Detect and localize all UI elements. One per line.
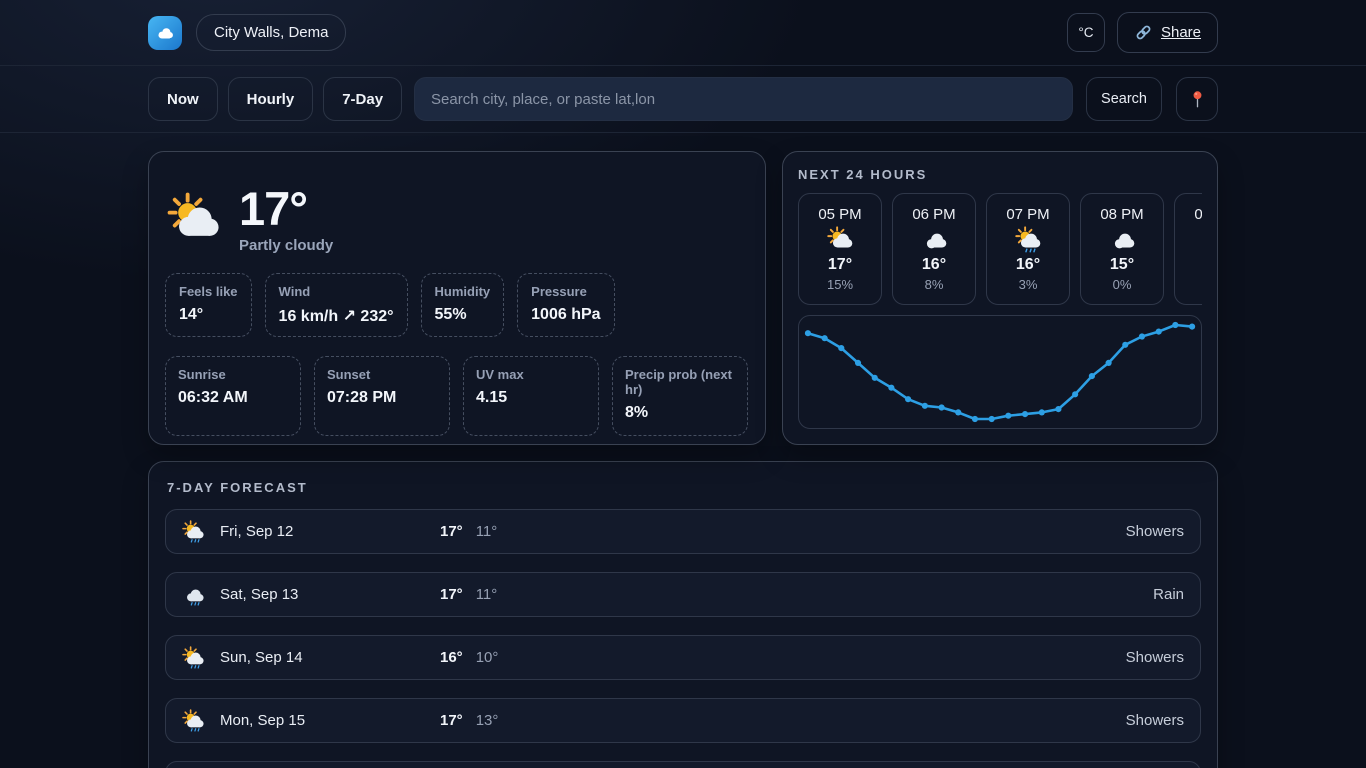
sun-behind-rain-cloud-icon — [182, 709, 205, 732]
stat-sunrise: Sunrise 06:32 AM — [165, 356, 301, 437]
tab-7day[interactable]: 7-Day — [323, 77, 403, 121]
high-temp: 17° — [440, 523, 463, 540]
pin-icon — [1187, 89, 1208, 110]
hour-card: 07 PM 16° 3% — [986, 193, 1070, 305]
stat-feels-like: Feels like 14° — [165, 273, 252, 338]
current-hero: 17° Partly cloudy — [167, 184, 749, 254]
high-temp: 17° — [440, 586, 463, 603]
hour-card: 08 PM 15° 0% — [1080, 193, 1164, 305]
cloud-logo-icon — [154, 22, 176, 44]
sun-behind-cloud-icon — [167, 192, 222, 247]
stat-humidity: Humidity 55% — [420, 273, 505, 338]
stat-precip-prob: Precip prob (next hr) 8% — [612, 356, 748, 437]
condition-label: Showers — [1125, 523, 1184, 540]
high-temp: 17° — [440, 712, 463, 729]
cloud-icon — [921, 226, 948, 253]
tab-hourly[interactable]: Hourly — [227, 77, 314, 121]
share-button[interactable]: Share — [1116, 12, 1218, 53]
sun-behind-cloud-icon — [826, 226, 854, 253]
app-logo — [148, 15, 182, 50]
low-temp: 13° — [475, 712, 499, 729]
tab-now[interactable]: Now — [148, 77, 218, 121]
current-condition: Partly cloudy — [239, 237, 334, 255]
search-input[interactable] — [414, 77, 1074, 121]
hourly-scroller[interactable]: 05 PM 17° 15% 06 PM 16° 8% 07 PM 16° 3% — [798, 193, 1202, 305]
current-stats-row-2: Sunrise 06:32 AM Sunset 07:28 PM UV max … — [165, 356, 749, 437]
forecast-row-fri[interactable]: Fri, Sep 12 17° 11° Showers — [165, 509, 1201, 554]
condition-label: Showers — [1125, 712, 1184, 729]
hourly-temp-chart — [798, 315, 1202, 429]
condition-label: Rain — [1153, 586, 1184, 603]
next-24-hours-card: NEXT 24 HOURS 05 PM 17° 15% 06 PM 16° 8%… — [782, 151, 1218, 445]
forecast-row-partial[interactable] — [165, 761, 1201, 768]
location-title: City Walls, Dema — [196, 14, 347, 51]
rain-cloud-icon — [182, 583, 205, 606]
low-temp: 10° — [475, 649, 499, 666]
hourly-section-title: NEXT 24 HOURS — [798, 167, 928, 182]
forecast-row-sun[interactable]: Sun, Sep 14 16° 10° Showers — [165, 635, 1201, 680]
share-label: Share — [1160, 24, 1201, 41]
stat-uv-max: UV max 4.15 — [463, 356, 599, 437]
condition-label: Showers — [1125, 649, 1184, 666]
sun-behind-rain-cloud-icon — [182, 646, 205, 669]
current-temperature: 17° — [239, 182, 308, 235]
forecast-row-sat[interactable]: Sat, Sep 13 17° 11° Rain — [165, 572, 1201, 617]
hour-card: 06 PM 16° 8% — [892, 193, 976, 305]
stat-wind: Wind 16 km/h ↗ 232° — [264, 273, 408, 338]
link-icon — [1134, 23, 1153, 42]
low-temp: 11° — [475, 586, 498, 603]
cloud-icon — [1109, 226, 1136, 253]
current-conditions-card: 17° Partly cloudy Feels like 14° Wind 16… — [148, 151, 766, 445]
current-stats-row-1: Feels like 14° Wind 16 km/h ↗ 232° Humid… — [165, 273, 749, 338]
high-temp: 16° — [440, 649, 463, 666]
locate-pin-button[interactable] — [1176, 77, 1218, 121]
seven-day-forecast-card: 7-DAY FORECAST Fri, Sep 12 17° 11° Showe… — [148, 461, 1218, 768]
hour-card: 05 PM 17° 15% — [798, 193, 882, 305]
forecast-row-mon[interactable]: Mon, Sep 15 17° 13° Showers — [165, 698, 1201, 743]
low-temp: 11° — [475, 523, 498, 540]
stat-pressure: Pressure 1006 hPa — [517, 273, 615, 338]
sun-behind-rain-cloud-icon — [1014, 226, 1042, 253]
main-content: 17° Partly cloudy Feels like 14° Wind 16… — [148, 133, 1218, 768]
hour-card-clipped: 09 PM 15° 0% — [1174, 193, 1202, 305]
top-bar: City Walls, Dema °C Share — [0, 0, 1366, 66]
nav-bar: Now Hourly 7-Day Search — [0, 66, 1366, 133]
unit-toggle-button[interactable]: °C — [1066, 13, 1105, 52]
sun-behind-rain-cloud-icon — [182, 520, 205, 543]
stat-sunset: Sunset 07:28 PM — [314, 356, 450, 437]
daily-section-title: 7-DAY FORECAST — [167, 480, 308, 495]
search-button[interactable]: Search — [1086, 77, 1162, 121]
